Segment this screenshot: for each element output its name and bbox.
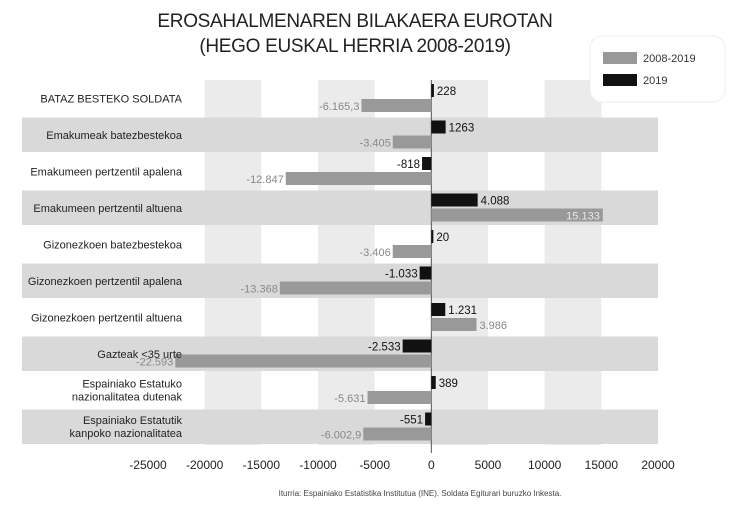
x-tick-label: 10000: [528, 458, 562, 472]
bar-2019: [431, 376, 436, 389]
bar-2019: [425, 412, 432, 426]
bar-2008-2019: [363, 427, 432, 441]
value-label-2008-2019: -22.593: [136, 357, 173, 369]
bar-2019: [419, 266, 432, 280]
legend-label-2019: 2019: [643, 75, 667, 87]
bar-2019: [431, 120, 446, 134]
chart-bars: [175, 84, 603, 441]
category-label: Emakumeak batezbestekoa: [46, 130, 183, 142]
value-label-2008-2019: -12.847: [246, 174, 283, 186]
category-label: Espainiako Estatuko nazionalitatea dutena…: [72, 378, 183, 403]
bar-2019: [402, 339, 432, 353]
value-label-2019: 228: [437, 86, 456, 98]
value-label-2008-2019: -3.406: [360, 247, 391, 259]
bar-2019: [431, 84, 434, 97]
value-label-2008-2019: -13.368: [241, 284, 278, 296]
bar-2008-2019: [431, 318, 477, 331]
chart-title: EROSAHALMENAREN BILAKAERA EUROTAN: [157, 11, 552, 32]
legend-swatch-2019: [603, 74, 637, 86]
value-label-2019: 1263: [449, 123, 475, 135]
bar-2008-2019: [392, 245, 432, 258]
x-tick-label: -20000: [186, 458, 224, 472]
bar-2008-2019: [175, 354, 432, 368]
x-tick-label: 20000: [641, 458, 675, 472]
value-label-2019: -818: [397, 159, 420, 171]
category-label: Gazteak <35 urte: [97, 349, 182, 361]
value-label-2019: -2.533: [368, 342, 401, 354]
bar-2019: [431, 230, 434, 243]
row-band: [22, 409, 658, 444]
value-label-2008-2019: -6.165,3: [319, 101, 359, 113]
bar-2019: [422, 157, 432, 170]
value-label-2019: 20: [436, 232, 449, 244]
bar-2008-2019: [392, 135, 432, 149]
bar-2008-2019: [279, 281, 432, 295]
source-note: Iturria: Espainiako Estatistika Institut…: [279, 489, 562, 498]
category-label: Gizonezkoen batezbestekoa: [43, 239, 183, 251]
category-label: BATAZ BESTEKO SOLDATA: [40, 93, 182, 105]
category-label: Espainiako Estatutik kanpoko nazionalitat…: [69, 415, 182, 440]
bar-2019: [431, 193, 478, 207]
legend: 2008-2019 2019: [589, 35, 726, 103]
x-tick-label: 15000: [585, 458, 619, 472]
value-label-2019: -551: [400, 415, 423, 427]
x-tick-label: -15000: [243, 458, 281, 472]
bar-2008-2019: [431, 208, 603, 222]
legend-label-2008-2019: 2008-2019: [643, 53, 696, 65]
legend-box: [589, 35, 726, 103]
value-label-2019: -1.033: [385, 269, 418, 281]
bar-2008-2019: [285, 172, 432, 185]
value-label-2008-2019: -5.631: [334, 393, 365, 405]
x-tick-label: 5000: [475, 458, 502, 472]
value-label-2008-2019: -3.405: [360, 138, 391, 150]
x-tick-label: -5000: [359, 458, 390, 472]
bar-2008-2019: [361, 99, 432, 112]
value-label-2019: 4.088: [481, 196, 510, 208]
value-label-2008-2019: 3.986: [480, 320, 508, 332]
value-label-2008-2019: 15.133: [566, 211, 600, 223]
value-label-2019: 389: [439, 378, 458, 390]
bar-2019: [431, 303, 446, 316]
x-tick-label: -10000: [299, 458, 337, 472]
row-band: [22, 117, 658, 152]
x-tick-label: 0: [428, 458, 435, 472]
category-label: Emakumeen pertzentil apalena: [30, 166, 183, 178]
chart-labels: -25000 -20000 -15000 -10000 -5000 0 5000 10000 1…: [28, 86, 675, 472]
x-tick-label: -25000: [129, 458, 167, 472]
value-label-2008-2019: -6.002,9: [321, 430, 361, 442]
legend-swatch-2008-2019: [603, 52, 637, 64]
value-label-2019: 1.231: [448, 305, 477, 317]
category-label: Emakumeen pertzentil altuena: [33, 203, 182, 215]
chart-subtitle: (HEGO EUSKAL HERRIA 2008-2019): [199, 36, 510, 57]
category-label: Gizonezkoen pertzentil altuena: [31, 312, 183, 324]
category-label: Gizonezkoen pertzentil apalena: [28, 276, 183, 288]
bar-2008-2019: [367, 391, 432, 404]
